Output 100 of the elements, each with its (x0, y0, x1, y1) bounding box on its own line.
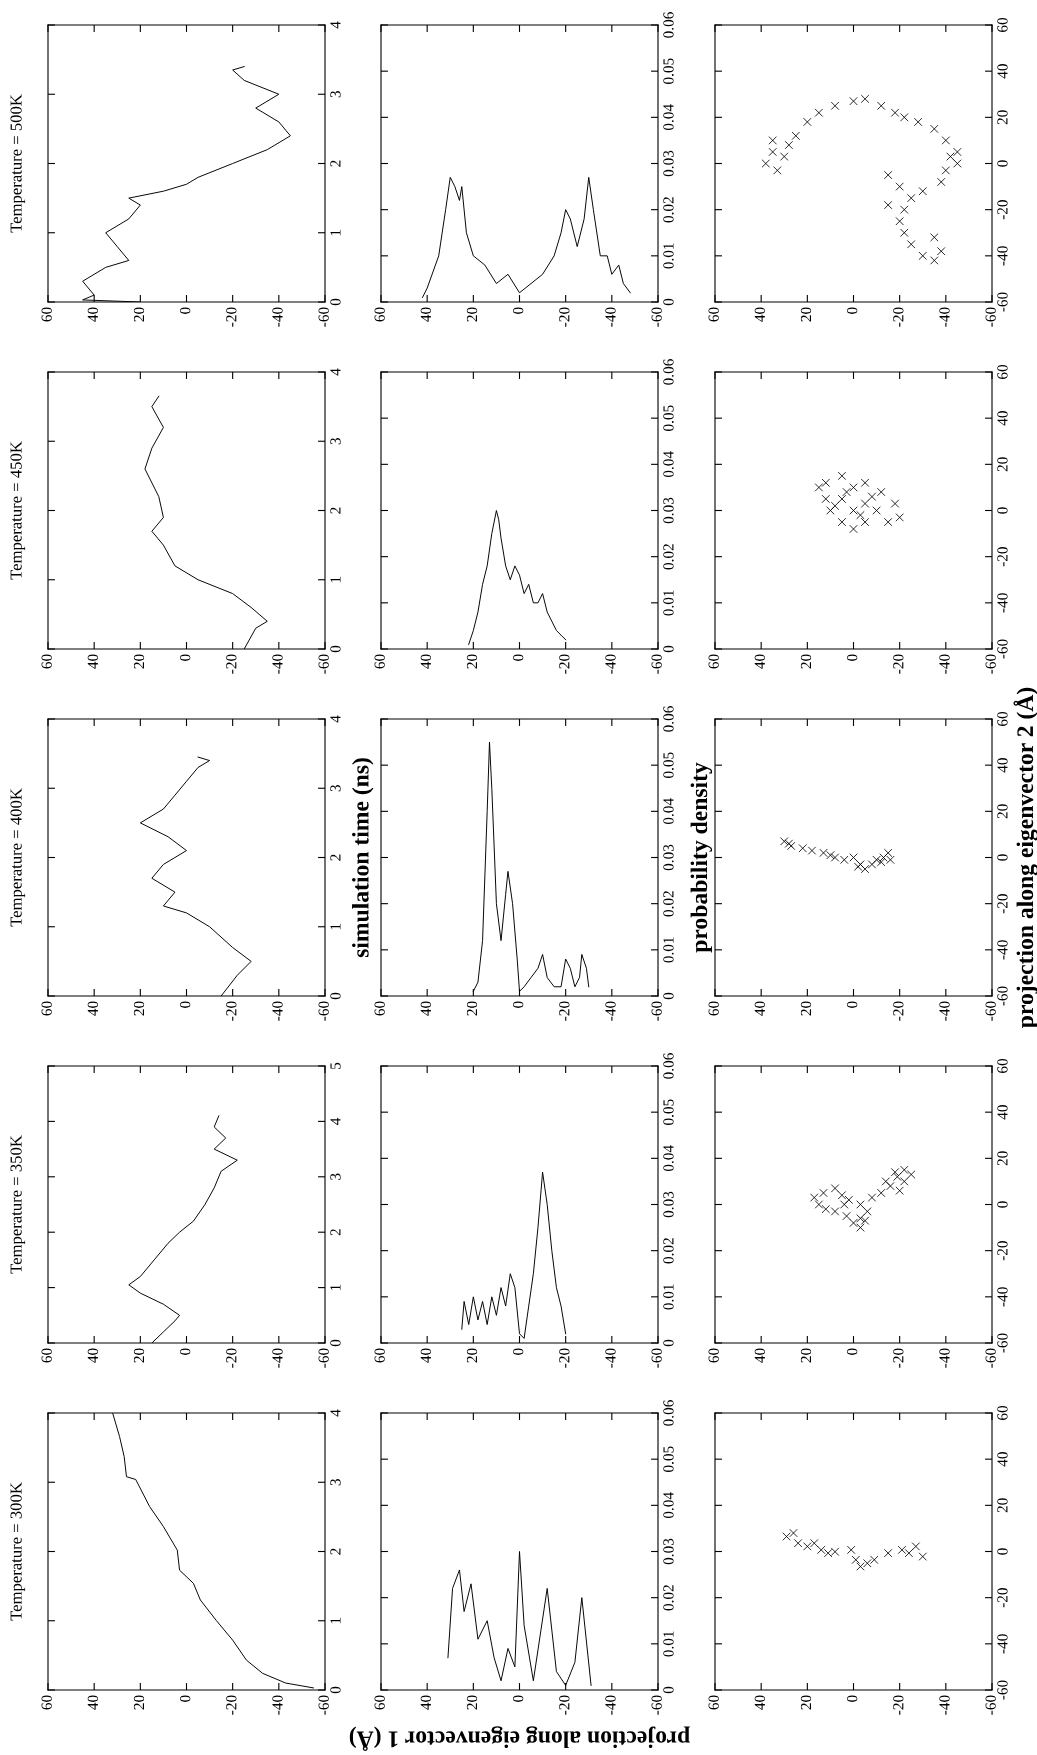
x-tick-label: 40 (87, 1001, 98, 1016)
x-tick-label: 40 (754, 1348, 765, 1363)
x-tick-label: -20 (559, 1695, 570, 1715)
y-tick-label: -40 (997, 593, 1008, 613)
y-tick-label: 0.02 (663, 197, 674, 223)
x-tick-label: 60 (374, 1348, 385, 1363)
x-tick-label: -20 (226, 307, 237, 327)
x-tick-label: 20 (466, 1001, 478, 1016)
x-tick-label: -40 (939, 1695, 950, 1715)
x-tick-label: 0 (847, 1695, 858, 1702)
x-tick-label: 20 (466, 654, 478, 669)
x-tick-label: 20 (466, 1695, 478, 1710)
x-tick-label: 0 (513, 654, 524, 661)
y-tick-label: -40 (997, 940, 1008, 960)
x-tick-label: -40 (272, 1348, 283, 1368)
x-tick-label: 60 (41, 1348, 52, 1363)
x-tick-label: 60 (41, 1695, 52, 1710)
y-tick-label: 0.05 (663, 405, 674, 431)
x-tick-label: 0 (513, 1001, 524, 1008)
x-tick-label: 60 (708, 1001, 719, 1016)
y-tick-label: 0 (997, 160, 1008, 167)
y-tick-label: 4 (330, 1409, 341, 1417)
x-tick-label: -40 (272, 307, 283, 327)
y-tick-label: 0.01 (663, 1631, 674, 1657)
x-tick-label: 0 (513, 1695, 524, 1702)
x-tick-label: -40 (939, 1001, 950, 1021)
x-tick-label: 0 (180, 1001, 191, 1008)
text: Temperature = 300K (10, 1482, 26, 1621)
x-tick-label: 40 (420, 1001, 431, 1016)
y-tick-label: 0.03 (663, 844, 674, 871)
y-tick-label: -40 (997, 246, 1008, 266)
x-tick-label: -40 (272, 654, 283, 674)
x-tick-label: 20 (800, 307, 812, 322)
x-tick-label: 20 (133, 1348, 145, 1363)
y-tick-label: 1 (330, 576, 341, 583)
x-tick-label: 40 (87, 1695, 98, 1710)
y-tick-label: 0.04 (663, 104, 674, 131)
x-tick-label: 60 (708, 307, 719, 322)
x-tick-label: 40 (754, 1695, 765, 1710)
y-tick-label: -20 (997, 200, 1008, 220)
y-tick-label: 0.04 (663, 1145, 674, 1172)
y-tick-label: 40 (997, 411, 1008, 426)
y-tick-label: 2 (330, 854, 341, 861)
x-tick-label: 0 (180, 307, 191, 314)
y-tick-label: 0 (330, 992, 341, 1000)
x-tick-label: -20 (893, 1695, 904, 1715)
y-tick-label: 0.01 (663, 590, 674, 616)
y-tick-label: 1 (330, 1284, 341, 1291)
x-tick-label: 40 (754, 1001, 765, 1016)
x-tick-label: 20 (133, 307, 145, 322)
y-tick-label: 2 (330, 1548, 341, 1555)
y-tick-label: 0 (997, 854, 1008, 861)
x-tick-label: -20 (893, 654, 904, 674)
y-tick-label: 0 (330, 645, 341, 653)
x-tick-label: 20 (466, 307, 478, 322)
y-axis-title: simulation time (ns) (352, 758, 374, 958)
y-tick-label: -20 (997, 894, 1008, 914)
y-axis-title: probability density (690, 762, 713, 953)
x-tick-label: 0 (513, 1348, 524, 1355)
x-tick-label: 0 (847, 1348, 858, 1355)
y-tick-label: 0.06 (663, 1400, 674, 1426)
y-tick-label: 3 (330, 438, 341, 445)
y-tick-label: 60 (997, 1058, 1008, 1073)
x-tick-label: 40 (754, 654, 765, 669)
y-tick-label: 1 (330, 229, 341, 236)
y-tick-label: 0.01 (663, 937, 674, 963)
x-tick-label: -20 (226, 654, 237, 674)
x-tick-label: 20 (800, 1348, 812, 1363)
x-tick-label: 20 (800, 1001, 812, 1016)
y-tick-label: 4 (330, 21, 341, 29)
x-tick-label: 40 (87, 307, 98, 322)
text: Temperature = 500K (10, 94, 26, 233)
x-tick-label: 60 (374, 654, 385, 669)
y-tick-label: 3 (330, 91, 341, 98)
y-tick-label: -20 (997, 1588, 1008, 1608)
y-tick-label: 0.05 (663, 752, 674, 778)
y-tick-label: 0.03 (663, 1538, 674, 1565)
x-tick-label: 60 (41, 307, 52, 322)
x-tick-label: 0 (847, 1001, 858, 1008)
y-tick-label: 60 (997, 17, 1008, 32)
x-tick-label: -40 (605, 654, 616, 674)
y-tick-label: 3 (330, 1173, 341, 1180)
text: Temperature = 450K (10, 441, 26, 580)
x-tick-label: 0 (513, 307, 524, 314)
text: Temperature = 400K (10, 788, 26, 927)
y-tick-label: 0 (663, 992, 674, 1000)
y-tick-label: 60 (997, 1405, 1008, 1420)
y-tick-label: 0.05 (663, 58, 674, 84)
y-tick-label: -40 (997, 1634, 1008, 1654)
x-tick-label: 60 (708, 1695, 719, 1710)
x-tick-label: -20 (226, 1348, 237, 1368)
y-tick-label: 20 (997, 1151, 1008, 1166)
x-tick-label: -40 (939, 1348, 950, 1368)
x-tick-label: 40 (87, 1348, 98, 1363)
y-tick-label: 5 (330, 1062, 341, 1069)
x-tick-label: -40 (605, 307, 616, 327)
x-tick-label: 40 (420, 307, 431, 322)
y-tick-label: -40 (997, 1287, 1008, 1307)
y-tick-label: 2 (330, 507, 341, 514)
y-tick-label: 0.06 (663, 12, 674, 38)
